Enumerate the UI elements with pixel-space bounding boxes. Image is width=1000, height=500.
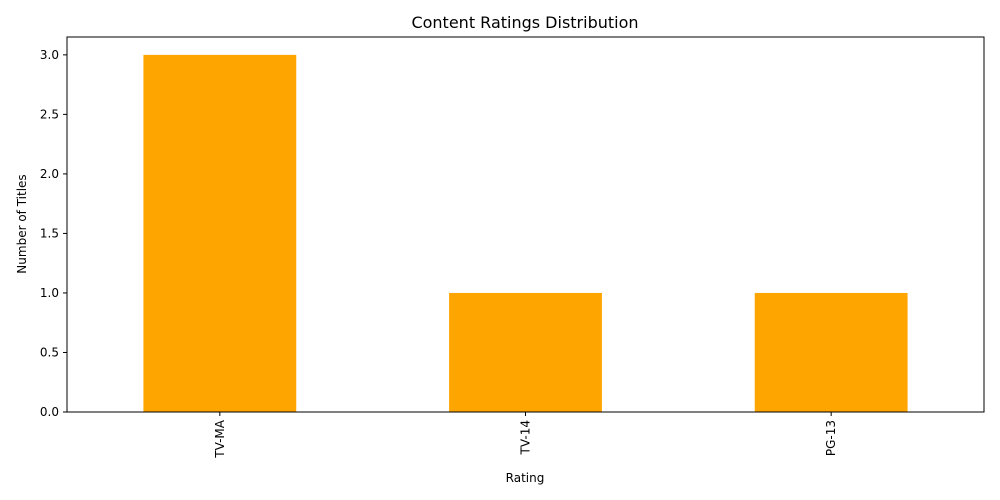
y-axis-label: Number of Titles	[15, 174, 29, 273]
y-tick-label: 1.5	[40, 226, 59, 240]
y-tick-label: 0.5	[40, 345, 59, 359]
axes-frame	[66, 36, 985, 413]
y-tick-label: 3.0	[40, 48, 59, 62]
y-tick-label: 1.0	[40, 286, 59, 300]
x-tick-label: TV-14	[519, 420, 533, 455]
y-axis: 0.0 0.5 1.0 1.5 2.0 2.5 3.0	[40, 48, 67, 419]
x-axis-label: Rating	[506, 471, 545, 485]
x-axis: TV-MA TV-14 PG-13	[213, 412, 838, 459]
x-tick-label: TV-MA	[213, 419, 227, 459]
x-tick-label: PG-13	[824, 420, 838, 456]
bar-tv-14	[449, 292, 602, 412]
chart-title: Content Ratings Distribution	[411, 13, 638, 32]
bars-group	[143, 54, 908, 412]
y-tick-label: 2.0	[40, 167, 59, 181]
y-tick-label: 2.5	[40, 107, 59, 121]
bar-tv-ma	[143, 54, 297, 412]
y-tick-label: 0.0	[40, 405, 59, 419]
bar-pg-13	[754, 292, 908, 412]
